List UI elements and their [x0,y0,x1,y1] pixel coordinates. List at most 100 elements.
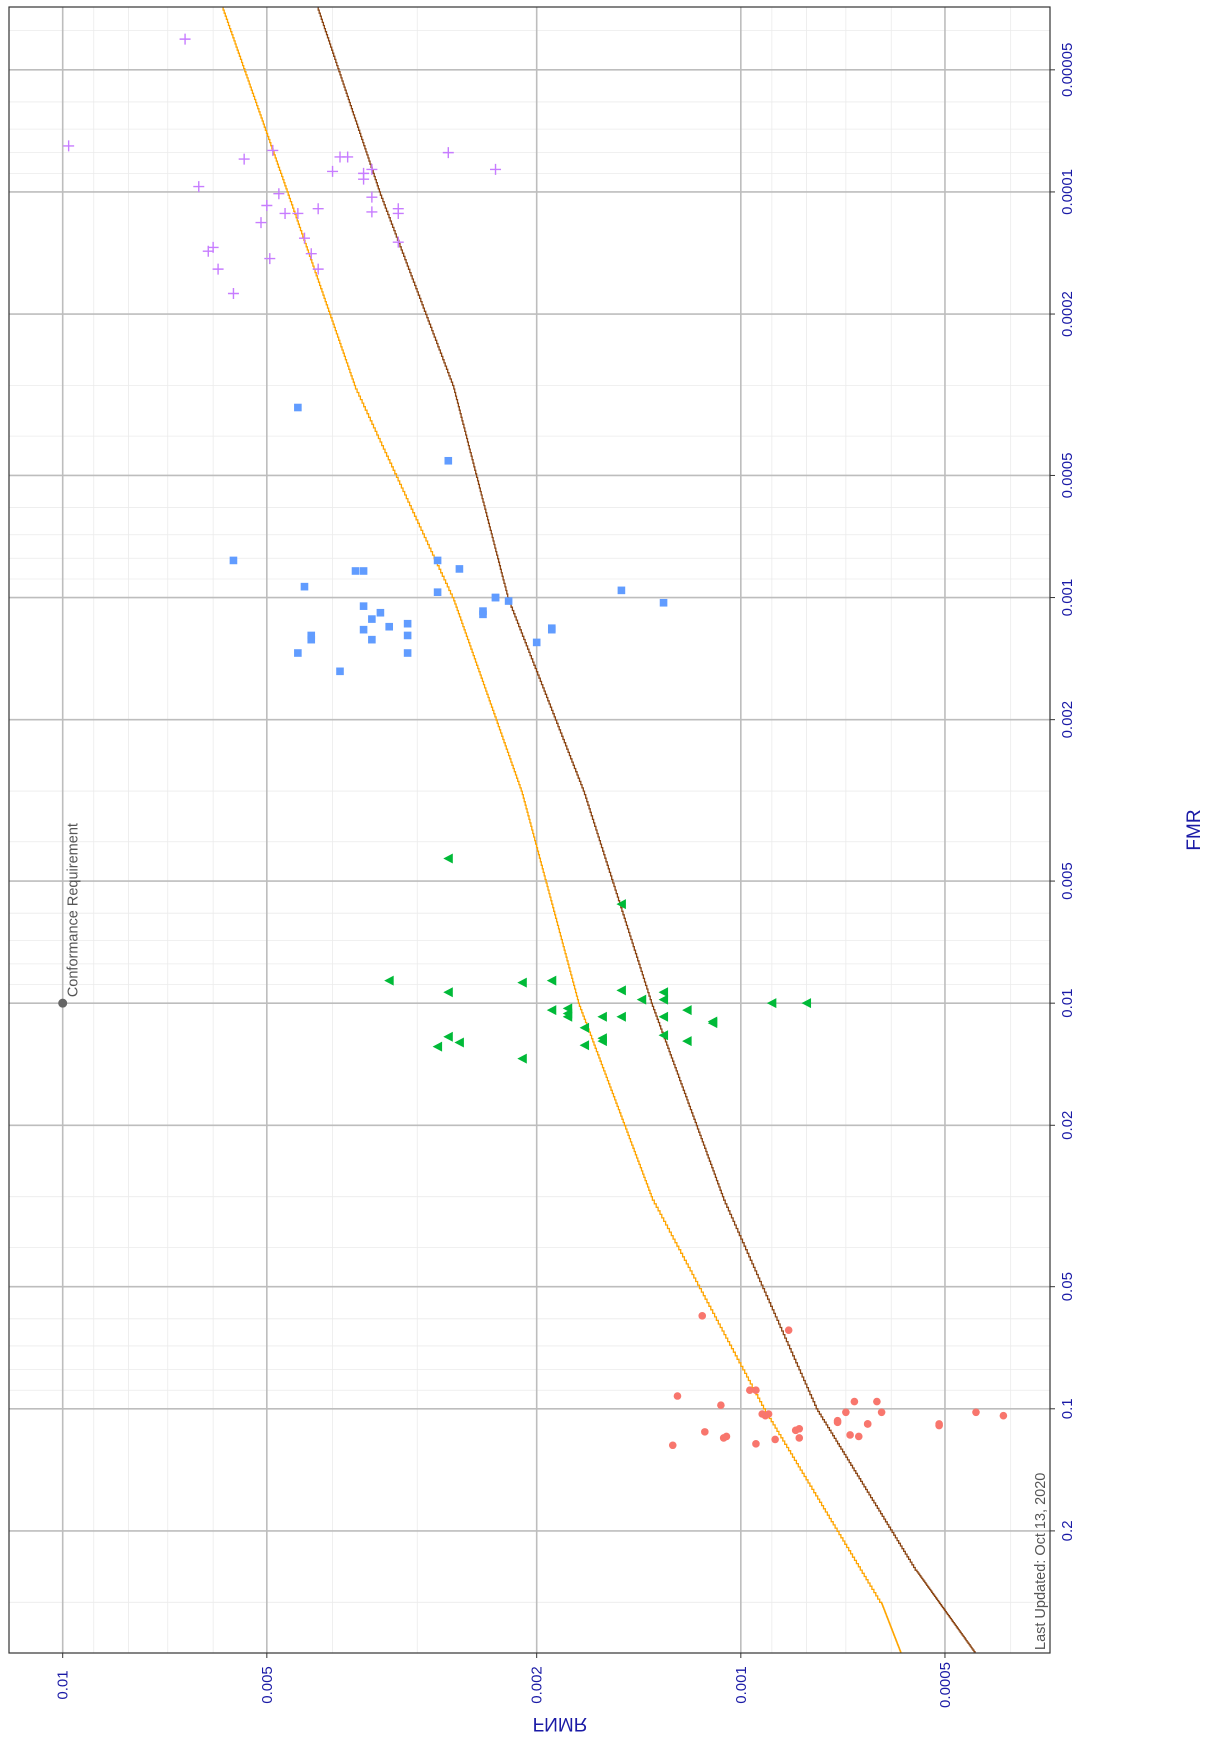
point-circle [795,1424,804,1433]
point-cross [261,199,273,211]
point-triangle [658,1030,669,1041]
fmr-axis-ticks: 0.00005 0.0001 0.0002 0.0005 0.001 0.002 0.005… [1050,43,1076,1541]
point-square [433,556,442,565]
point-cross [279,207,291,219]
point-square [229,556,238,565]
point-circle [722,1432,731,1441]
point-cross [255,217,267,229]
point-cross [292,207,304,219]
point-triangle [432,1041,443,1052]
point-triangle [766,998,777,1009]
point-circle [795,1434,804,1442]
point-triangle [443,987,453,998]
point-cross [238,153,250,165]
fmr-tick-label: 0.01 [1059,989,1076,1018]
point-circle [999,1411,1008,1420]
point-circle [764,1410,773,1418]
fmr-tick-label: 0.0001 [1059,169,1076,215]
fmr-tick-label: 0.2 [1059,1520,1076,1541]
det-curves [222,7,976,1653]
point-triangle [658,1011,669,1022]
point-cross [342,151,354,163]
point-square [300,582,309,591]
point-triangle [636,994,647,1005]
point-triangle [443,853,453,864]
fnmr-tick-label: 0.001 [733,1666,750,1704]
point-cross [392,203,404,215]
point-triangle [517,977,527,988]
point-cross [63,140,75,152]
major-gridlines [9,7,1050,1653]
point-circle [833,1416,842,1425]
plot-frame [8,6,1051,1654]
point-circle [698,1312,707,1320]
point-triangle [562,1008,573,1019]
point-cross [202,245,214,257]
point-triangle [658,994,669,1005]
det-curve-1 [222,7,902,1653]
point-square [359,625,368,634]
point-cross [312,203,324,215]
point-cross [442,147,454,159]
point-circle [701,1428,709,1436]
fnmr-tick-label: 0.002 [529,1666,546,1704]
point-cross [305,248,317,260]
point-cross [366,163,378,175]
point-circle [863,1420,872,1428]
point-square [376,608,385,617]
fmr-tick-label: 0.1 [1059,1398,1076,1419]
point-circle [972,1408,980,1417]
point-square [547,625,556,634]
point-cross [490,163,502,175]
point-circle [846,1431,854,1439]
point-triangle [546,975,557,986]
point-cross [366,191,378,203]
point-square [433,588,442,596]
point-triangle [616,899,626,910]
point-circle [752,1386,760,1395]
point-circle [745,1386,754,1395]
point-square [504,597,513,605]
point-triangle [579,1040,590,1051]
point-square [307,631,316,640]
point-square [368,615,376,623]
point-square [294,649,302,657]
point-cross [358,173,370,185]
point-circle [784,1326,793,1334]
point-triangle [443,1031,453,1042]
point-circle [854,1432,863,1441]
point-square [491,593,500,602]
fmr-tick-label: 0.00005 [1059,43,1076,97]
point-triangle [597,1011,607,1022]
point-square [403,649,412,657]
point-cross [264,253,276,265]
fnmr-tick-label: 0.0005 [937,1662,954,1708]
point-triangle [658,987,669,998]
point-square [659,598,668,607]
point-circle [850,1397,859,1406]
point-square [351,567,360,575]
fmr-tick-label: 0.0002 [1059,291,1076,337]
y-axis-title: FNMR [533,1713,588,1734]
point-cross [227,288,239,300]
point-circle [717,1401,725,1410]
point-cross [298,232,310,244]
fmr-tick-label: 0.002 [1059,701,1076,739]
point-triangle [454,1037,464,1048]
point-cross [366,206,378,218]
point-square [359,602,368,610]
point-cross [312,263,324,275]
point-circle [668,1441,677,1450]
point-cross [392,236,404,248]
point-triangle [707,1018,718,1029]
det-curve-2 [317,7,976,1653]
point-triangle [546,1005,557,1016]
point-square [403,631,412,640]
point-triangle [616,1011,626,1022]
point-circle [877,1408,886,1417]
annotations: Conformance Requirement Last Updated: Oct… [58,823,1049,1650]
point-circle [758,1410,766,1418]
point-circle [873,1397,881,1406]
point-cross [327,165,339,177]
